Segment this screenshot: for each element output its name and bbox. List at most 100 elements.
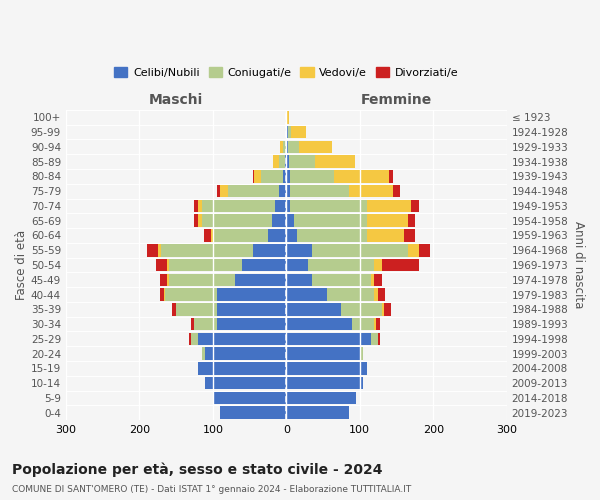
- Bar: [286, 288, 327, 301]
- Bar: [253, 170, 254, 182]
- Bar: [279, 156, 285, 168]
- Bar: [378, 288, 385, 301]
- Text: Maschi: Maschi: [149, 93, 203, 107]
- Bar: [378, 332, 380, 345]
- Bar: [290, 185, 349, 198]
- Bar: [371, 274, 374, 286]
- Bar: [160, 274, 167, 286]
- Bar: [211, 229, 213, 241]
- Bar: [290, 170, 334, 182]
- Bar: [198, 332, 286, 345]
- Bar: [341, 303, 382, 316]
- Bar: [160, 288, 164, 301]
- Bar: [286, 406, 349, 419]
- Bar: [194, 214, 198, 227]
- Bar: [286, 126, 288, 138]
- Bar: [298, 229, 367, 241]
- Bar: [286, 258, 308, 272]
- Bar: [213, 392, 286, 404]
- Bar: [202, 348, 205, 360]
- Bar: [156, 258, 167, 272]
- Bar: [286, 274, 312, 286]
- Bar: [293, 214, 367, 227]
- Bar: [286, 214, 293, 227]
- Bar: [275, 200, 286, 212]
- Bar: [352, 318, 374, 330]
- Bar: [286, 170, 290, 182]
- Bar: [227, 185, 279, 198]
- Bar: [213, 229, 268, 241]
- Bar: [374, 258, 382, 272]
- Bar: [289, 156, 315, 168]
- Legend: Celibi/Nubili, Coniugati/e, Vedovi/e, Divorziati/e: Celibi/Nubili, Coniugati/e, Vedovi/e, Di…: [110, 62, 463, 82]
- Bar: [367, 229, 404, 241]
- Bar: [198, 214, 202, 227]
- Bar: [286, 244, 312, 256]
- Bar: [371, 332, 378, 345]
- Bar: [312, 274, 371, 286]
- Text: COMUNE DI SANT'OMERO (TE) - Dati ISTAT 1° gennaio 2024 - Elaborazione TUTTITALIA: COMUNE DI SANT'OMERO (TE) - Dati ISTAT 1…: [12, 485, 411, 494]
- Bar: [286, 229, 298, 241]
- Bar: [220, 185, 227, 198]
- Bar: [254, 170, 262, 182]
- Bar: [217, 318, 286, 330]
- Bar: [286, 303, 341, 316]
- Bar: [194, 200, 198, 212]
- Bar: [262, 170, 283, 182]
- Bar: [374, 274, 382, 286]
- Bar: [292, 126, 306, 138]
- Bar: [376, 318, 380, 330]
- Bar: [205, 348, 286, 360]
- Bar: [194, 318, 217, 330]
- Bar: [217, 288, 286, 301]
- Bar: [198, 200, 202, 212]
- Bar: [202, 200, 275, 212]
- Bar: [286, 140, 288, 153]
- Bar: [407, 244, 419, 256]
- Bar: [191, 318, 194, 330]
- Bar: [419, 244, 430, 256]
- Bar: [384, 303, 391, 316]
- Bar: [374, 288, 378, 301]
- Bar: [327, 288, 374, 301]
- Bar: [382, 303, 384, 316]
- Bar: [290, 200, 367, 212]
- Bar: [411, 200, 419, 212]
- Bar: [382, 258, 419, 272]
- Bar: [286, 200, 290, 212]
- Bar: [374, 318, 376, 330]
- Y-axis label: Fasce di età: Fasce di età: [15, 230, 28, 300]
- Bar: [360, 348, 364, 360]
- Bar: [286, 156, 289, 168]
- Bar: [286, 392, 356, 404]
- Bar: [165, 288, 217, 301]
- Bar: [279, 185, 286, 198]
- Bar: [285, 156, 286, 168]
- Bar: [286, 377, 364, 390]
- Bar: [283, 140, 286, 153]
- Bar: [280, 140, 283, 153]
- Bar: [288, 140, 299, 153]
- Bar: [169, 274, 235, 286]
- Bar: [393, 185, 400, 198]
- Bar: [191, 332, 198, 345]
- Bar: [161, 244, 253, 256]
- Bar: [367, 214, 407, 227]
- Bar: [204, 229, 211, 241]
- Bar: [272, 214, 286, 227]
- Bar: [286, 318, 352, 330]
- Bar: [367, 200, 411, 212]
- Text: Popolazione per età, sesso e stato civile - 2024: Popolazione per età, sesso e stato civil…: [12, 462, 383, 477]
- Bar: [167, 258, 169, 272]
- Bar: [404, 229, 415, 241]
- Bar: [158, 244, 161, 256]
- Bar: [172, 303, 176, 316]
- Bar: [349, 185, 393, 198]
- Bar: [286, 185, 290, 198]
- Bar: [308, 258, 374, 272]
- Bar: [198, 362, 286, 374]
- Bar: [286, 362, 367, 374]
- Bar: [242, 258, 286, 272]
- Bar: [407, 214, 415, 227]
- Y-axis label: Anni di nascita: Anni di nascita: [572, 222, 585, 308]
